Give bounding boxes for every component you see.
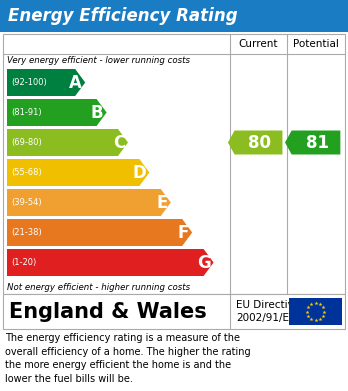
Text: (39-54): (39-54) <box>11 198 42 207</box>
Polygon shape <box>7 159 149 186</box>
Text: (55-68): (55-68) <box>11 168 42 177</box>
Text: C: C <box>113 133 125 151</box>
Text: F: F <box>178 224 189 242</box>
Bar <box>289 298 342 325</box>
Text: Very energy efficient - lower running costs: Very energy efficient - lower running co… <box>7 56 190 65</box>
Polygon shape <box>7 129 128 156</box>
Text: 80: 80 <box>248 133 271 151</box>
Bar <box>3 34 345 294</box>
Text: Not energy efficient - higher running costs: Not energy efficient - higher running co… <box>7 283 190 292</box>
Text: Energy Efficiency Rating: Energy Efficiency Rating <box>8 7 238 25</box>
Bar <box>3 294 345 329</box>
Text: (69-80): (69-80) <box>11 138 42 147</box>
Bar <box>0 0 348 32</box>
Polygon shape <box>7 189 171 216</box>
Text: D: D <box>133 163 147 181</box>
Text: E: E <box>156 194 168 212</box>
Text: B: B <box>91 104 104 122</box>
Text: England & Wales: England & Wales <box>9 301 207 321</box>
Text: Current: Current <box>239 39 278 49</box>
Text: (81-91): (81-91) <box>11 108 42 117</box>
Text: EU Directive
2002/91/EC: EU Directive 2002/91/EC <box>236 300 300 323</box>
Text: (1-20): (1-20) <box>11 258 36 267</box>
Polygon shape <box>7 99 106 126</box>
Text: (92-100): (92-100) <box>11 78 47 87</box>
Text: 81: 81 <box>306 133 329 151</box>
Text: Potential: Potential <box>293 39 339 49</box>
Polygon shape <box>7 219 192 246</box>
Polygon shape <box>228 131 283 154</box>
Polygon shape <box>7 69 85 96</box>
Text: The energy efficiency rating is a measure of the
overall efficiency of a home. T: The energy efficiency rating is a measur… <box>5 333 251 384</box>
Polygon shape <box>285 131 340 154</box>
Polygon shape <box>7 249 214 276</box>
Text: G: G <box>197 253 211 271</box>
Text: (21-38): (21-38) <box>11 228 42 237</box>
Text: A: A <box>69 74 82 91</box>
